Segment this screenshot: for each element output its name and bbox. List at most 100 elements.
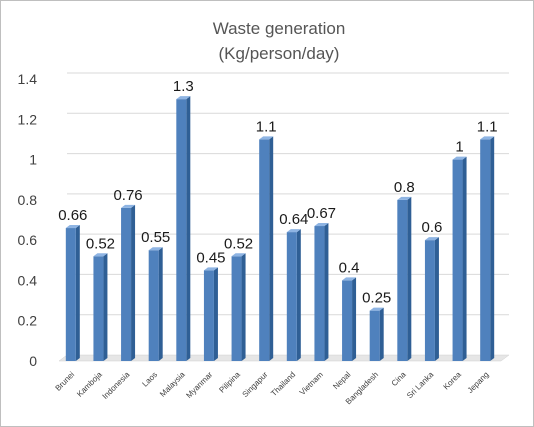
bar bbox=[231, 253, 246, 361]
data-label: 0.8 bbox=[394, 179, 415, 196]
bar-front bbox=[397, 199, 408, 361]
bar-top bbox=[314, 223, 329, 227]
bar-side bbox=[434, 237, 439, 361]
y-axis-ticks: 0 0.2 0.4 0.6 0.8 1 1.2 1.4 bbox=[18, 71, 38, 369]
data-label: 0.64 bbox=[279, 211, 308, 228]
y-tick-label: 0.4 bbox=[18, 272, 38, 288]
category-label: Sri Lanka bbox=[405, 370, 436, 401]
data-label: 0.66 bbox=[58, 207, 87, 224]
bar bbox=[369, 307, 384, 361]
y-tick-label: 0.8 bbox=[18, 192, 38, 208]
bars bbox=[65, 96, 495, 362]
chart-title-line2: (Kg/person/day) bbox=[219, 44, 340, 63]
category-label: Cina bbox=[390, 370, 408, 388]
category-label: Malaysia bbox=[158, 370, 187, 399]
bar-front bbox=[342, 280, 353, 361]
bar-front bbox=[148, 250, 159, 361]
data-label: 0.25 bbox=[362, 290, 391, 307]
category-label: Brunei bbox=[54, 370, 77, 393]
bar-side bbox=[241, 253, 246, 361]
bar-top bbox=[176, 96, 191, 100]
bar bbox=[148, 247, 163, 361]
data-label: 0.45 bbox=[196, 249, 225, 266]
category-label: Indonesia bbox=[101, 370, 132, 401]
bar-front bbox=[424, 240, 435, 361]
chart-floor bbox=[58, 354, 510, 362]
data-label: 0.67 bbox=[307, 205, 336, 222]
bar-top bbox=[148, 247, 163, 251]
bar-top bbox=[93, 253, 108, 257]
category-label: Korea bbox=[442, 370, 464, 392]
data-label: 1.1 bbox=[256, 118, 277, 135]
bar bbox=[286, 229, 301, 361]
bar-front bbox=[203, 270, 214, 361]
bar-front bbox=[286, 232, 297, 361]
bar-front bbox=[369, 310, 380, 361]
bar-side bbox=[131, 204, 136, 361]
bar-top bbox=[397, 196, 412, 200]
bar-top bbox=[369, 307, 384, 311]
bar-side bbox=[324, 223, 329, 361]
data-label: 0.52 bbox=[224, 235, 253, 252]
chart-title-line1: Waste generation bbox=[213, 19, 346, 38]
category-label: Laos bbox=[140, 370, 159, 389]
category-label: Jepang bbox=[466, 370, 491, 395]
bar-side bbox=[158, 247, 163, 361]
bar-top bbox=[259, 136, 274, 140]
bar-side bbox=[462, 156, 467, 361]
data-label: 1.1 bbox=[477, 118, 498, 135]
bar-top bbox=[480, 136, 495, 140]
data-label: 0.6 bbox=[422, 219, 443, 236]
bar-front bbox=[480, 139, 491, 361]
y-tick-label: 1 bbox=[29, 152, 37, 168]
category-label: Vietnam bbox=[298, 370, 325, 397]
bar-front bbox=[314, 226, 325, 361]
bar-front bbox=[452, 159, 463, 361]
bar-side bbox=[75, 225, 80, 361]
y-tick-label: 1.2 bbox=[18, 111, 38, 127]
bar bbox=[259, 136, 274, 361]
y-tick-label: 0 bbox=[29, 353, 37, 369]
data-label: 0.4 bbox=[339, 259, 360, 276]
bar-front bbox=[176, 99, 187, 362]
bar-side bbox=[490, 136, 495, 361]
bar-front bbox=[65, 228, 76, 361]
bar-side bbox=[103, 253, 108, 361]
bar bbox=[93, 253, 108, 361]
bar-side bbox=[269, 136, 274, 361]
bar bbox=[452, 156, 467, 361]
bar-front bbox=[93, 256, 104, 361]
bar-side bbox=[213, 267, 218, 361]
category-label: Thailand bbox=[269, 370, 297, 398]
bar-top bbox=[452, 156, 467, 160]
bar bbox=[397, 196, 412, 361]
category-label: Nepal bbox=[331, 370, 352, 391]
bar-top bbox=[203, 267, 218, 271]
bar-front bbox=[259, 139, 270, 361]
bar-side bbox=[186, 96, 191, 362]
y-tick-label: 0.6 bbox=[18, 232, 38, 248]
bar-top bbox=[424, 237, 439, 241]
data-label: 0.55 bbox=[141, 229, 170, 246]
bar-top bbox=[231, 253, 246, 257]
y-tick-label: 1.4 bbox=[18, 71, 38, 87]
bar-side bbox=[407, 196, 412, 361]
bar bbox=[65, 225, 80, 361]
bar bbox=[314, 223, 329, 361]
bar-top bbox=[121, 204, 136, 208]
bar-front bbox=[231, 256, 242, 361]
bar-front bbox=[121, 207, 132, 361]
bar bbox=[121, 204, 136, 361]
bar-side bbox=[379, 307, 384, 361]
bar-side bbox=[352, 277, 357, 361]
bar-top bbox=[286, 229, 301, 233]
category-label: Pilipina bbox=[217, 370, 242, 395]
data-label: 1.3 bbox=[173, 78, 194, 95]
bar bbox=[176, 96, 191, 362]
data-labels: 0.660.520.760.551.30.450.521.10.640.670.… bbox=[58, 78, 498, 307]
bar bbox=[342, 277, 357, 361]
data-label: 1 bbox=[455, 139, 463, 156]
